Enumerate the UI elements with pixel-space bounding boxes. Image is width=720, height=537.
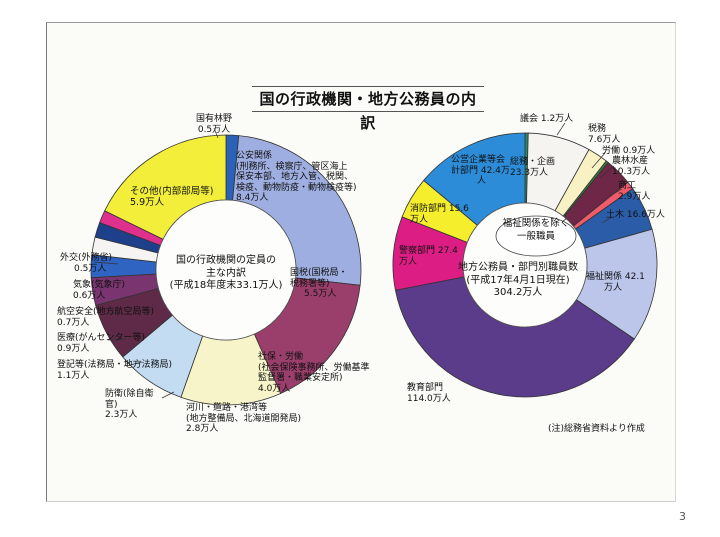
right-inner-label: 福祉関係を除く 一般職員: [502, 218, 570, 242]
leader-line-11: [609, 188, 623, 197]
label-kokuyu-rinya: 国有林野 0.5万人: [196, 114, 233, 135]
label-kokuzei: 国税(国税局・ 税務署等) 5.5万人: [290, 268, 348, 299]
source-note: (注)総務省資料より作成: [548, 424, 645, 434]
leader-line-5: [125, 361, 143, 367]
label-shaho-rodo: 社保・労働 (社会保険事務所、労働基準 監督署・職業安定所) 4.0万人: [258, 352, 370, 394]
label-koei-kigyo: 公営企業等会 計部門 42.4万人: [451, 155, 510, 186]
label-doboku: 土木 16.6万人: [606, 210, 665, 220]
right-center-label: 地方公務員・部門別職員数 (平成17年4月1日現在) 304.2万人: [458, 262, 578, 298]
label-iryo: 医療(がんセンター等) 0.9万人: [57, 333, 146, 354]
left-donut-hole: [155, 199, 297, 341]
label-norinsuisan: 農林水産 10.3万人: [612, 156, 651, 177]
leader-line-12: [601, 216, 613, 224]
label-koku-anzen: 航空安全(地方航空局等) 0.7万人: [57, 307, 155, 328]
left-center-label: 国の行政機関の定員の 主な内訳 (平成18年度末33.1万人): [169, 255, 283, 291]
leader-line-7: [213, 401, 217, 409]
label-shobo: 消防部門 15.6 万人: [410, 204, 469, 225]
leader-line-0: [213, 127, 219, 139]
label-kisho: 気象(気象庁) 0.6万人: [73, 280, 126, 301]
label-boei: 防衛(除自衛 官) 2.3万人: [105, 389, 154, 420]
label-toki: 登記等(法務局・地方法務局) 1.1万人: [57, 360, 173, 381]
label-fukushi: 福祉関係 42.1 万人: [586, 272, 645, 293]
label-gaiko: 外交(外務省) 0.5万人: [60, 253, 113, 274]
label-sonota: その他(内部部局等) 5.9万人: [130, 186, 214, 208]
label-koan: 公安関係 (刑務所、検察庁、管区海上 保安本部、地方入管、税関、 検疫、動物防疫・動物…: [236, 151, 357, 203]
leader-lines: [93, 122, 623, 409]
label-kyoiku: 教育部門 114.0万人: [407, 383, 451, 404]
left-donut-chart: [90, 134, 362, 406]
leader-line-10: [599, 165, 615, 179]
label-gikai: 議会 1.2万人: [520, 114, 574, 124]
inner-note-bubble: [495, 215, 577, 257]
leader-line-2: [99, 286, 105, 289]
leader-line-4: [107, 338, 127, 341]
label-rodo: 労働 0.9万人: [602, 146, 656, 156]
leader-line-9: [591, 152, 606, 169]
right-donut-chart: [392, 132, 658, 398]
leader-line-6: [161, 391, 175, 399]
label-kasen-doro: 河川・道路・港湾等 (地方整備局、北海道開発局) 2.8万人: [186, 403, 302, 434]
page-number: 3: [679, 510, 686, 523]
label-keisatsu: 警察部門 27.4 万人: [399, 246, 458, 267]
label-shoko: 商工 2.9万人: [618, 181, 651, 202]
label-somu-kikaku: 総務・企画 23.3万人: [510, 157, 556, 178]
label-zeimu: 税務 7.6万人: [588, 124, 621, 145]
chart-title: 国の行政機関・地方公務員の内訳: [252, 86, 484, 132]
leader-line-8: [556, 122, 566, 136]
leader-line-1: [93, 261, 119, 265]
